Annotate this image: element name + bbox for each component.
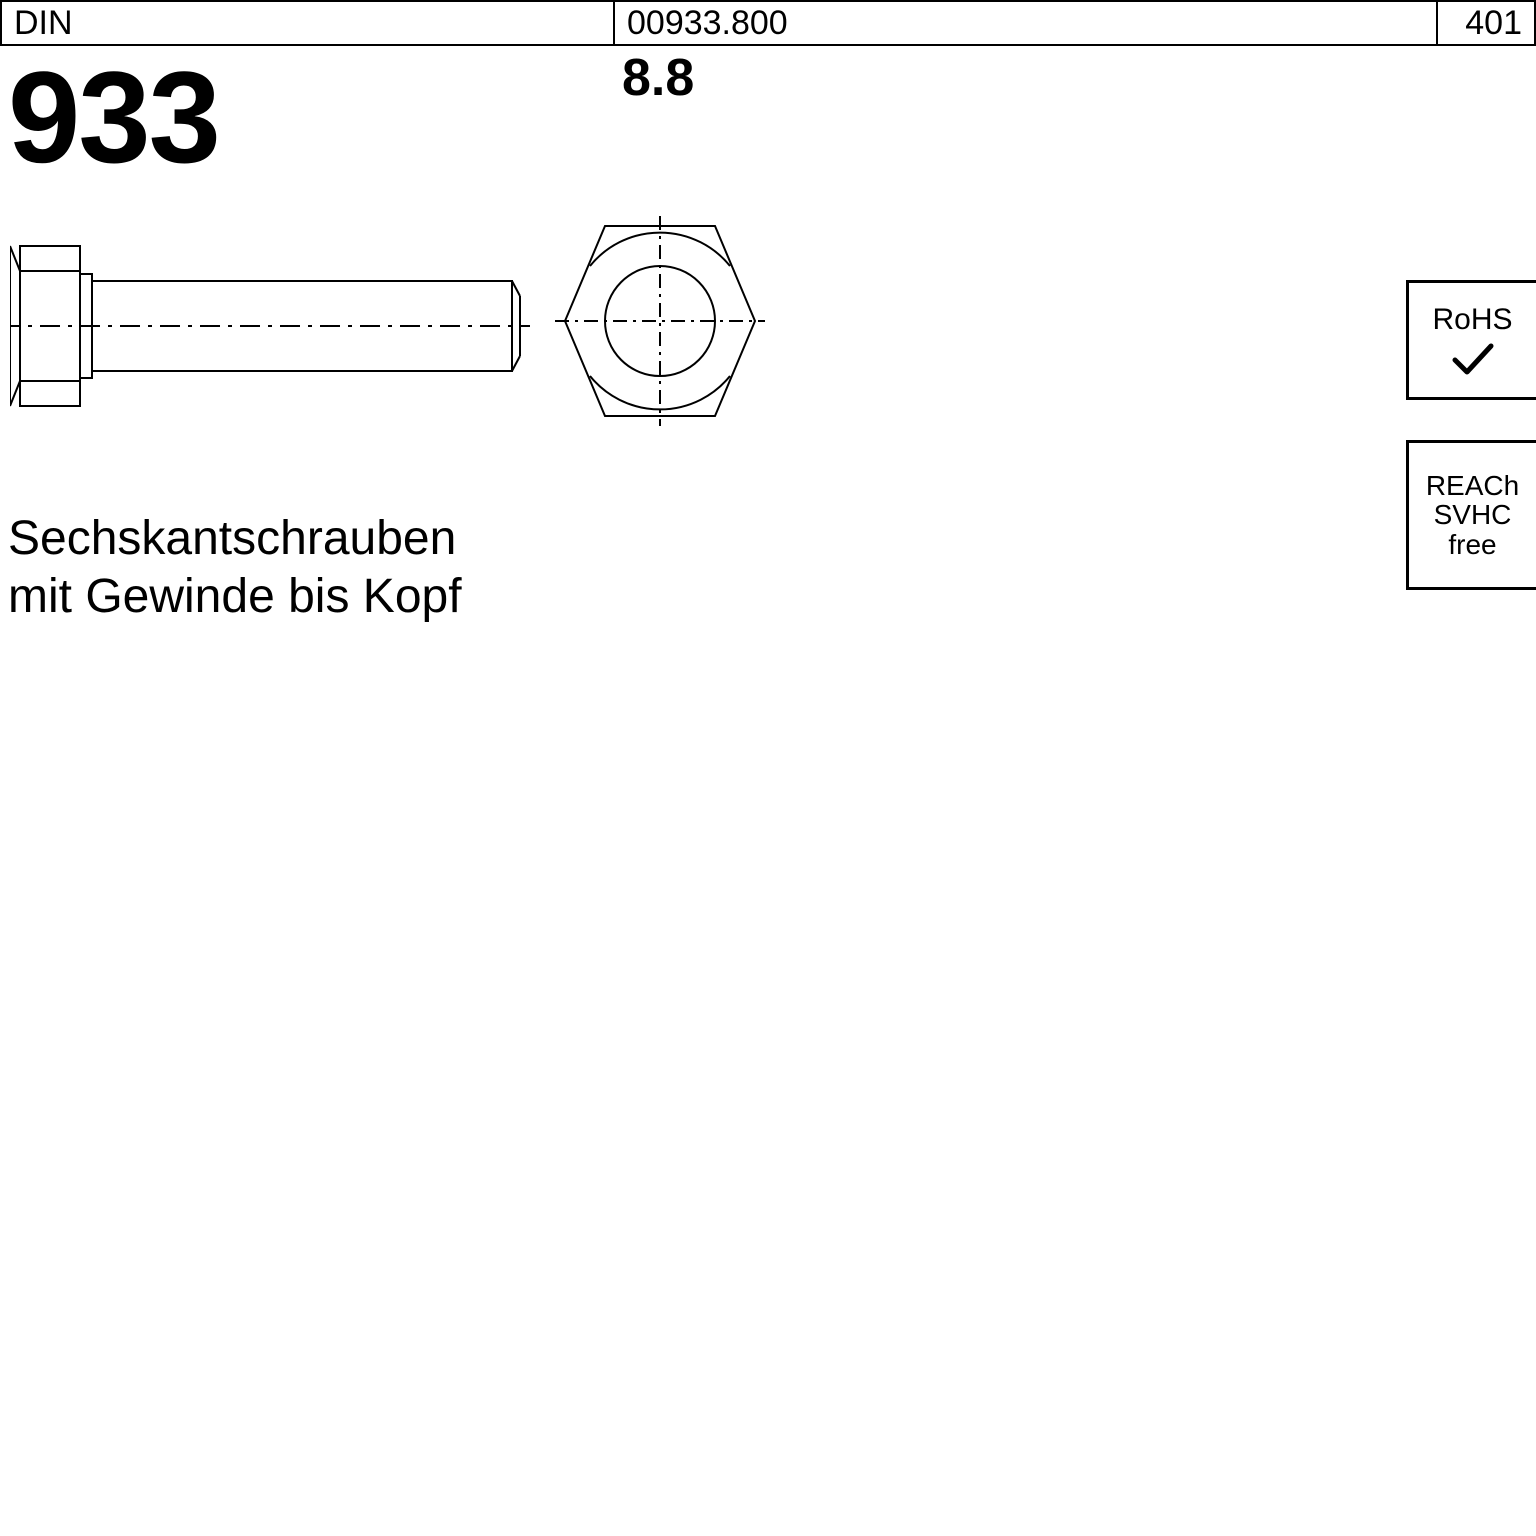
bolt-front-view-icon — [555, 216, 765, 426]
header-standard-label: DIN — [0, 2, 615, 44]
diagram-row — [0, 216, 1536, 446]
reach-line-3: free — [1448, 530, 1496, 559]
title-row: 933 8.8 — [0, 46, 1536, 176]
rohs-label: RoHS — [1432, 304, 1512, 336]
check-icon — [1451, 342, 1495, 376]
header-article-code: 00933.800 — [615, 2, 1438, 44]
product-description: Sechskantschrauben mit Gewinde bis Kopf — [8, 510, 462, 625]
description-line-1: Sechskantschrauben — [8, 510, 462, 568]
reach-badge: REACh SVHC free — [1406, 440, 1536, 590]
header-page-code: 401 — [1438, 2, 1536, 44]
reach-line-2: SVHC — [1434, 500, 1512, 529]
standard-number: 933 — [8, 42, 219, 192]
strength-grade: 8.8 — [622, 48, 694, 108]
rohs-badge: RoHS — [1406, 280, 1536, 400]
datasheet-page: DIN 00933.800 401 933 8.8 — [0, 0, 1536, 1536]
description-line-2: mit Gewinde bis Kopf — [8, 568, 462, 626]
reach-line-1: REACh — [1426, 471, 1519, 500]
bolt-side-view-icon — [10, 226, 530, 426]
header-row: DIN 00933.800 401 — [0, 0, 1536, 46]
